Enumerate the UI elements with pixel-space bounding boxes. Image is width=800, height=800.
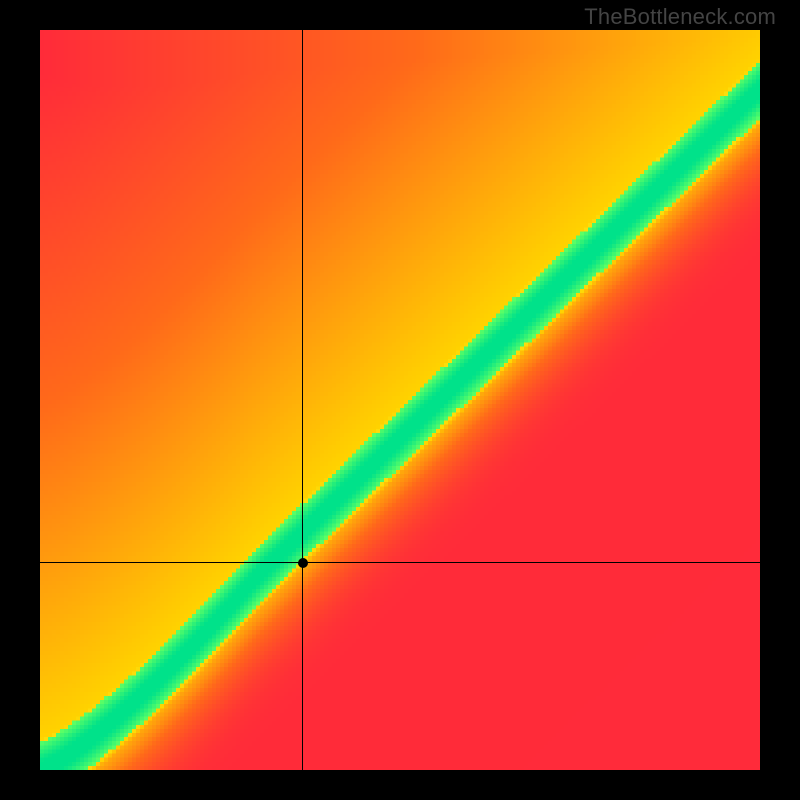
heatmap-canvas xyxy=(40,30,760,770)
watermark-text: TheBottleneck.com xyxy=(584,4,776,30)
crosshair-horizontal xyxy=(40,562,760,563)
selection-marker xyxy=(298,558,308,568)
bottleneck-heatmap: TheBottleneck.com xyxy=(0,0,800,800)
crosshair-vertical xyxy=(302,30,303,770)
